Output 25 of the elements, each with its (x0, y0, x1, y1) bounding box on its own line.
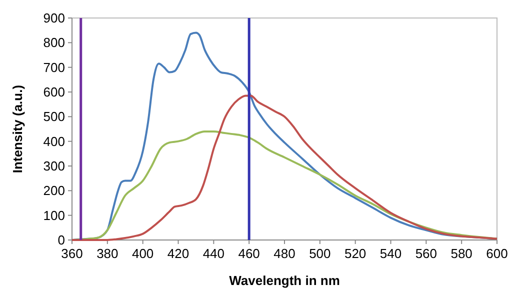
y-tick-label: 200 (43, 183, 65, 198)
y-tick-label: 600 (43, 84, 65, 100)
y-tick-label: 100 (43, 208, 65, 223)
x-tick-label: 440 (202, 246, 225, 261)
x-tick-label: 560 (415, 246, 438, 261)
y-tick-label: 400 (43, 134, 65, 149)
y-tick-label: 800 (43, 35, 65, 50)
y-tick-label: 500 (43, 109, 65, 124)
y-tick-label: 900 (43, 10, 65, 26)
x-tick-label: 520 (344, 246, 366, 261)
x-tick-label: 580 (450, 246, 472, 261)
x-tick-label: 420 (167, 246, 190, 261)
x-tick-label: 360 (61, 246, 83, 261)
y-tick-label: 300 (43, 158, 65, 174)
y-tick-label: 700 (43, 60, 65, 75)
y-tick-label: 0 (58, 232, 65, 248)
x-tick-label: 600 (486, 246, 508, 261)
x-tick-label: 380 (96, 246, 118, 261)
x-axis-title: Wavelength in nm (229, 273, 340, 288)
x-tick-label: 460 (238, 246, 260, 261)
x-tick-label: 540 (380, 246, 402, 261)
y-axis-title: Intensity (a.u.) (10, 84, 25, 174)
x-tick-label: 480 (274, 246, 296, 261)
x-tick-label: 500 (309, 246, 331, 261)
x-tick-label: 400 (132, 246, 154, 261)
